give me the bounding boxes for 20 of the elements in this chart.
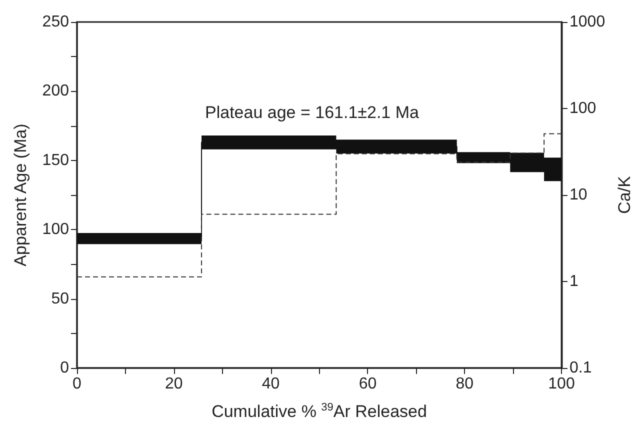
y2-tick-label: 1000	[570, 14, 606, 30]
y-tick-label: 200	[42, 82, 70, 100]
y2-tick-label: 1	[570, 273, 579, 290]
y-tick-label: 100	[42, 221, 70, 238]
y-axis-title: Apparent Age (Ma)	[11, 124, 30, 266]
y2-tick-label: 100	[570, 100, 596, 117]
y2-tick-label: 10	[570, 186, 588, 204]
x-tick-label: 100	[548, 376, 575, 392]
y-tick-label: 250	[42, 14, 70, 30]
y2-axis-title: Ca/K	[615, 175, 634, 214]
y-tick-label: 0	[60, 360, 70, 376]
y2-tick-label: 0.1	[570, 360, 592, 376]
x-tick-label: 40	[262, 376, 280, 392]
x-tick-label: 60	[358, 376, 377, 392]
x-tick-label: 0	[72, 376, 82, 392]
y-tick-label: 50	[51, 290, 70, 308]
x-tick-label: 80	[456, 376, 474, 392]
x-tick-label: 20	[165, 376, 183, 392]
annotation: Plateau age = 161.1±2.1 Ma	[205, 103, 420, 122]
y-tick-label: 150	[42, 152, 70, 169]
